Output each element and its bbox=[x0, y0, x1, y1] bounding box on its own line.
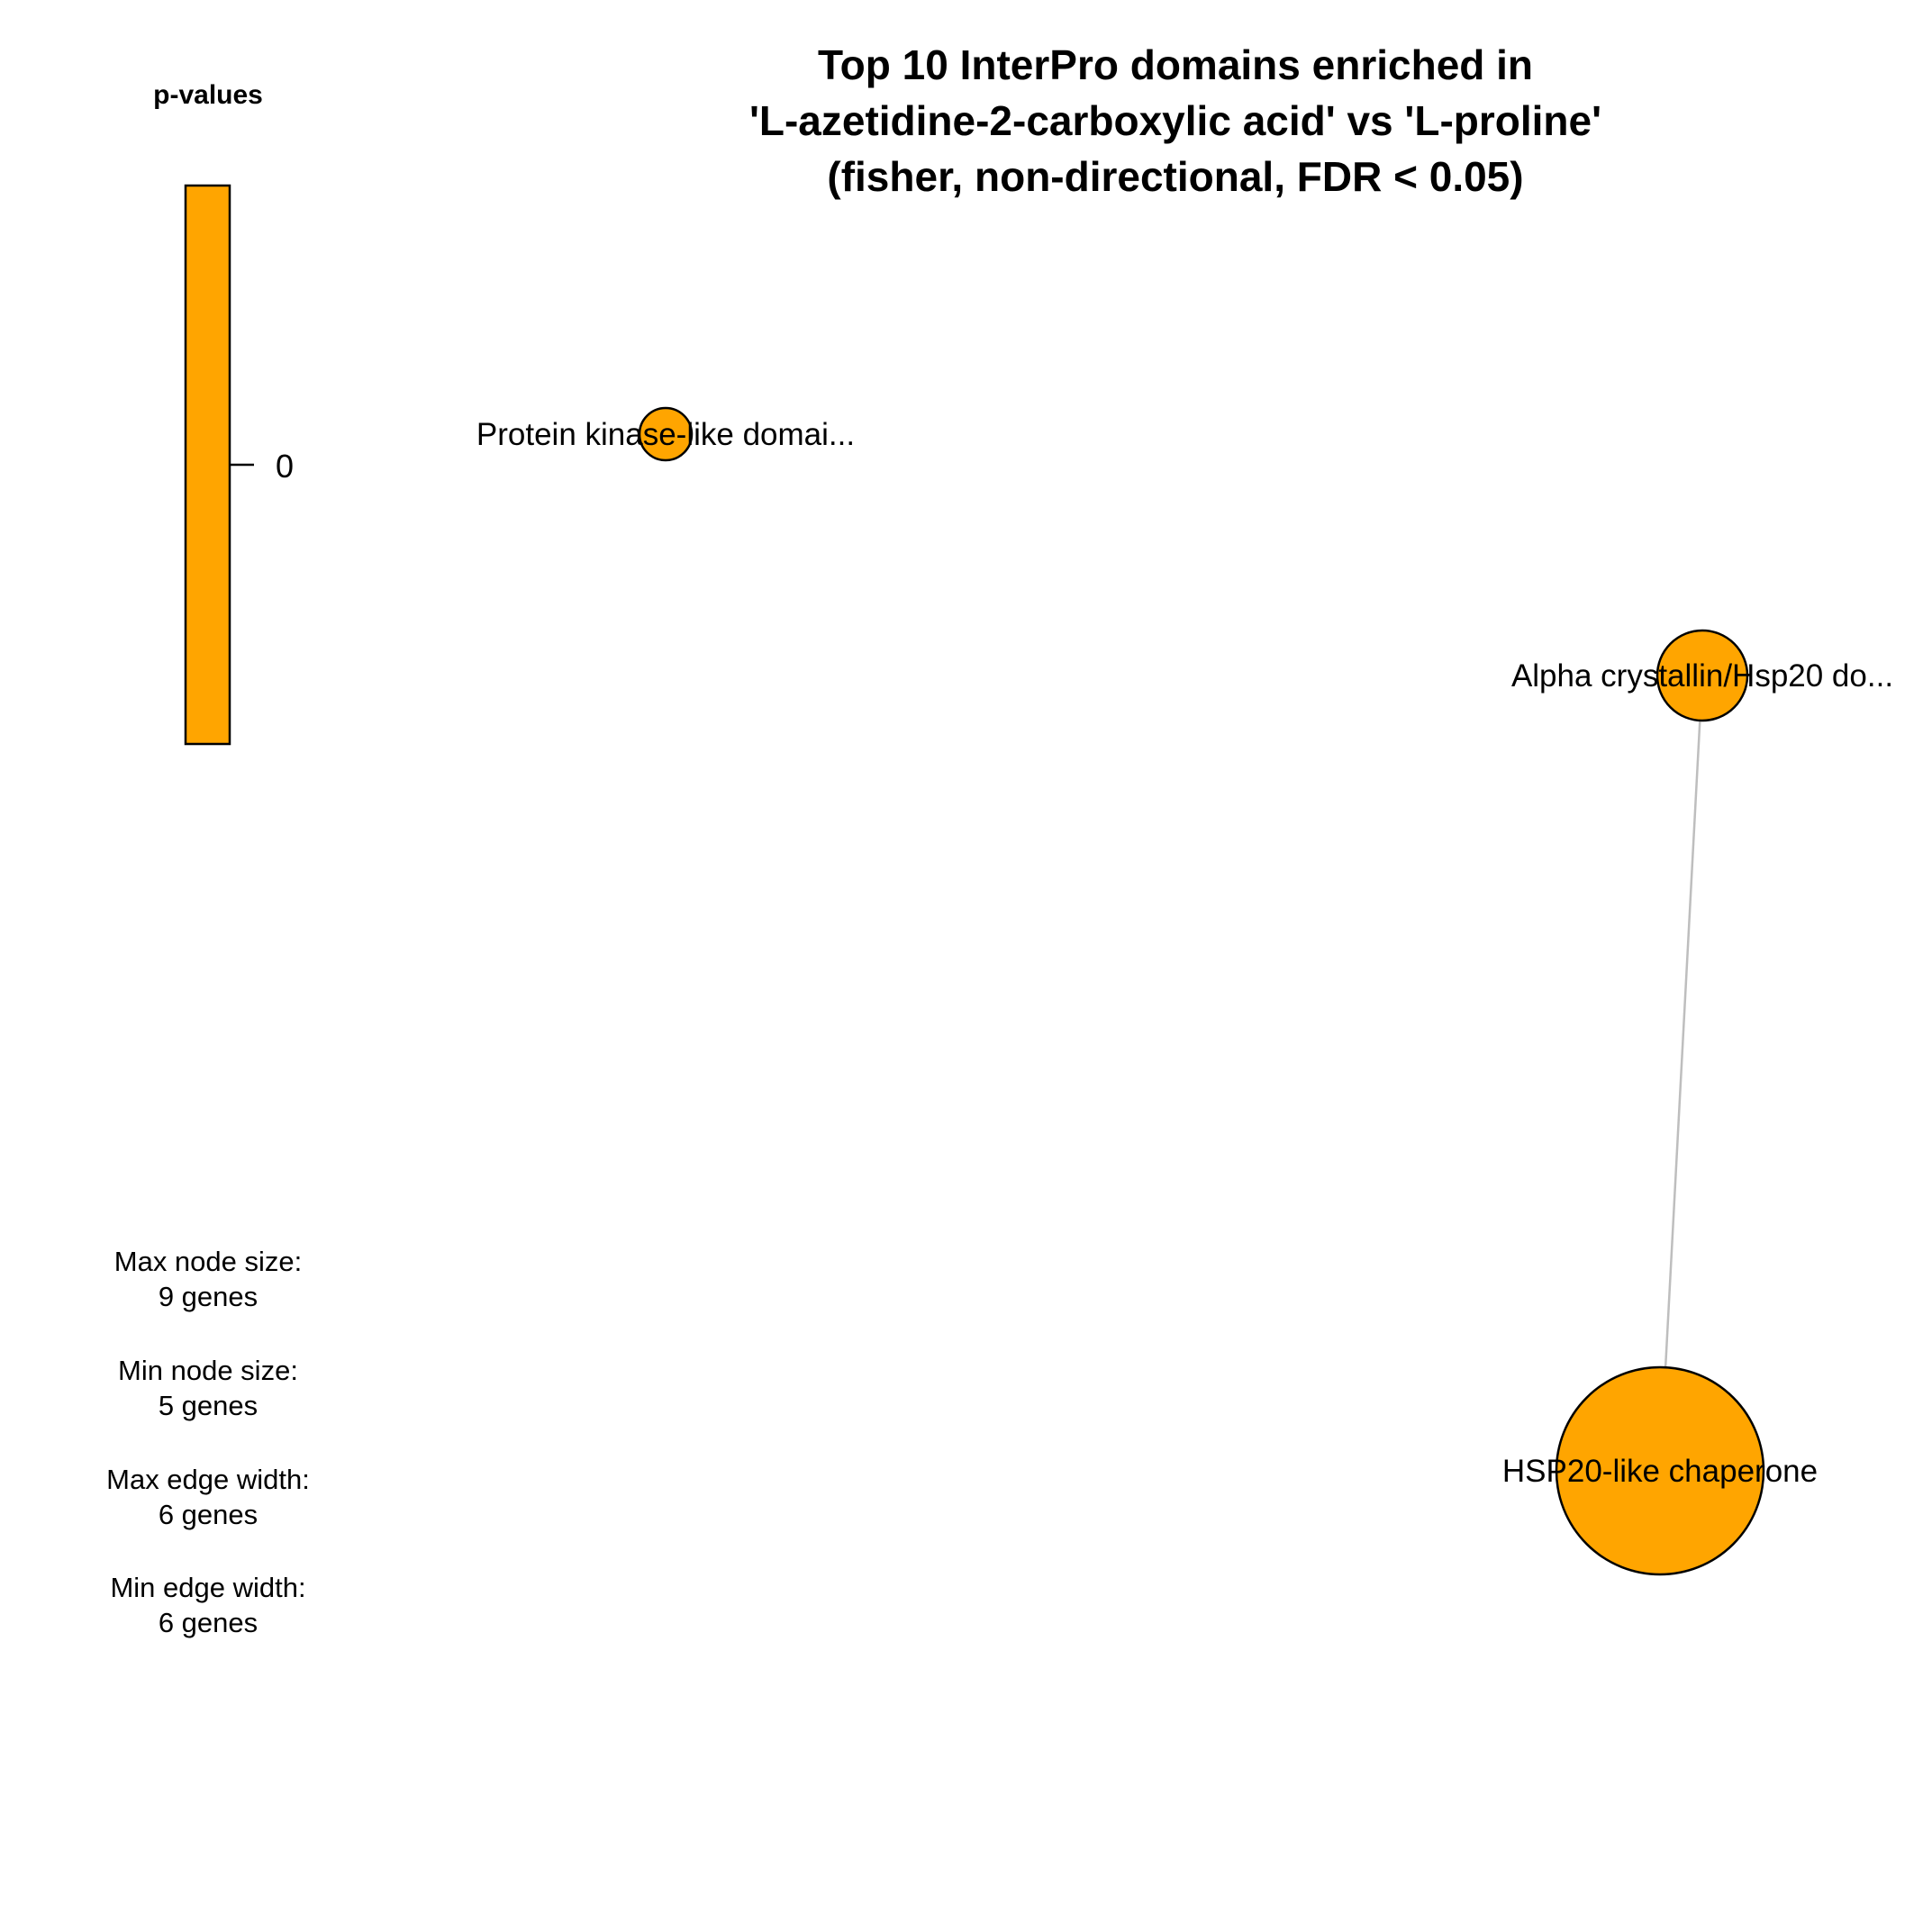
colorbar-tick-label: 0 bbox=[276, 448, 294, 485]
colorbar-title: p-values bbox=[153, 80, 263, 110]
colorbar-swatch bbox=[184, 184, 231, 746]
min-node-size-heading: Min node size: bbox=[118, 1355, 298, 1386]
node-hsp20-like-chaperone[interactable] bbox=[1555, 1365, 1765, 1576]
node-label-hsp20: HSP20-like chaperone bbox=[1502, 1454, 1818, 1489]
min-edge-width-heading: Min edge width: bbox=[110, 1572, 305, 1603]
network-nodes bbox=[638, 406, 1765, 1576]
size-info-legend: Max node size: 9 genes Min node size: 5 … bbox=[106, 1246, 310, 1638]
title-line-2: 'L-azetidine-2-carboxylic acid' vs 'L-pr… bbox=[749, 97, 1601, 144]
node-protein-kinase-like-domain[interactable] bbox=[638, 406, 694, 462]
max-edge-width-value: 6 genes bbox=[159, 1499, 258, 1530]
title-line-3: (fisher, non-directional, FDR < 0.05) bbox=[827, 153, 1523, 200]
colorbar-legend: p-values 0 bbox=[153, 80, 294, 746]
node-labels: Protein kinase-like domai... Alpha cryst… bbox=[476, 417, 1893, 1489]
node-label-alpha: Alpha crystallin/Hsp20 do... bbox=[1511, 658, 1893, 694]
title-line-1: Top 10 InterPro domains enriched in bbox=[818, 41, 1533, 88]
figure-title: Top 10 InterPro domains enriched in 'L-a… bbox=[749, 41, 1601, 200]
min-node-size-value: 5 genes bbox=[159, 1390, 258, 1421]
max-edge-width-heading: Max edge width: bbox=[106, 1464, 310, 1495]
network-edges bbox=[1664, 720, 1701, 1368]
max-node-size-value: 9 genes bbox=[159, 1281, 258, 1312]
min-edge-width-value: 6 genes bbox=[159, 1607, 258, 1638]
node-label-kinase: Protein kinase-like domai... bbox=[476, 417, 855, 452]
edge-alpha-hsp20 bbox=[1664, 720, 1701, 1368]
node-alpha-crystallin-hsp20-domain[interactable] bbox=[1655, 629, 1749, 722]
max-node-size-heading: Max node size: bbox=[114, 1246, 303, 1277]
